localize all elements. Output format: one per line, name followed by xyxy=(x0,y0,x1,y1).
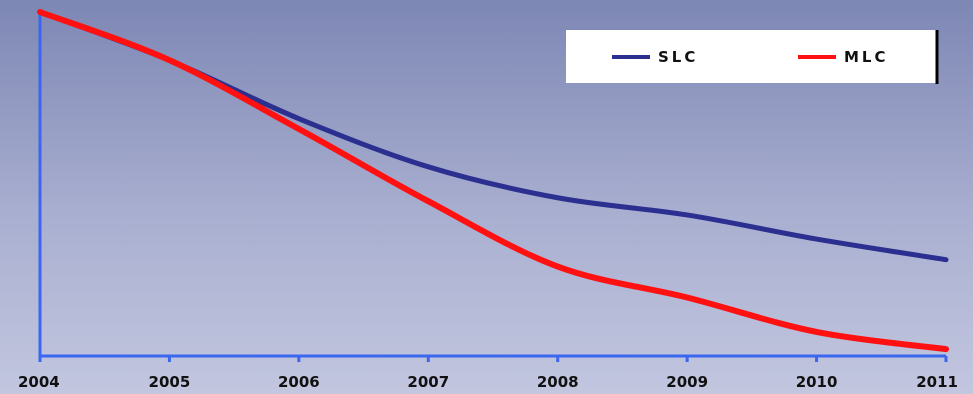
legend-label-slc: SLC xyxy=(658,48,698,66)
x-tick-label-2009: 2009 xyxy=(666,373,708,391)
legend: SLC MLC xyxy=(566,30,939,84)
x-ticks xyxy=(38,356,948,362)
series-layer xyxy=(37,9,949,353)
x-tick-label-2010: 2010 xyxy=(796,373,838,391)
series-line-mlc xyxy=(37,9,949,353)
x-tick-label-2008: 2008 xyxy=(537,373,579,391)
x-tick-label-2011: 2011 xyxy=(916,373,958,391)
legend-label-mlc: MLC xyxy=(844,48,889,66)
x-tick-label-2005: 2005 xyxy=(149,373,191,391)
axes xyxy=(38,12,946,358)
x-tick-label-2006: 2006 xyxy=(278,373,320,391)
x-tick-label-2004: 2004 xyxy=(18,373,60,391)
x-tick-labels: 2004 2005 2006 2007 2008 2009 2010 2011 xyxy=(18,373,958,391)
x-tick-label-2007: 2007 xyxy=(407,373,449,391)
